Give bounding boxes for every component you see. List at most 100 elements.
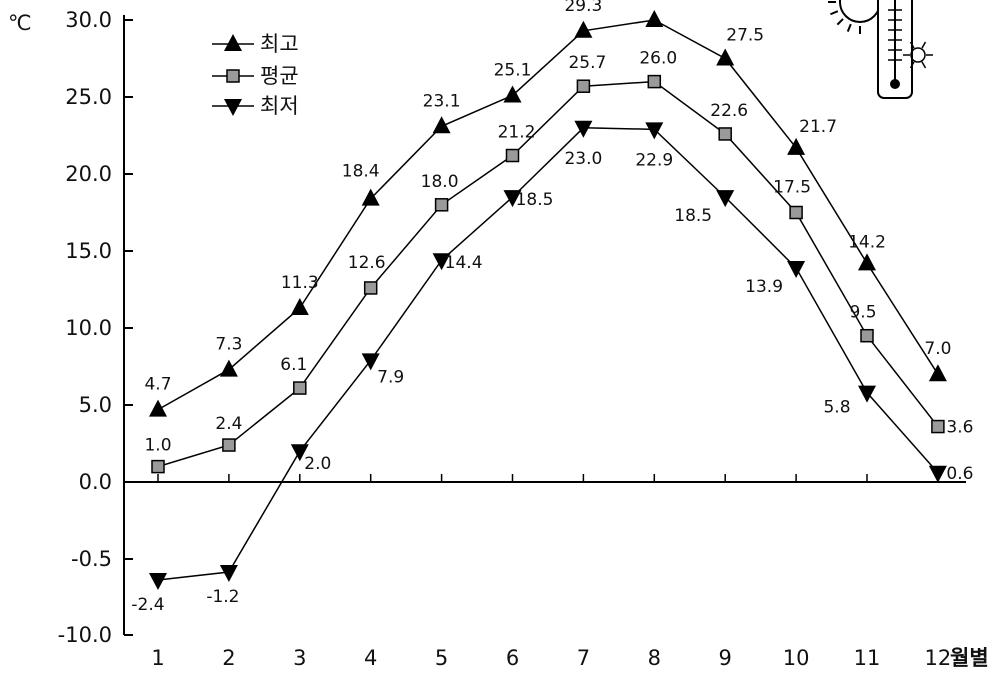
y-tick-label: 25.0 — [65, 85, 112, 109]
snowflake-ray — [909, 41, 915, 49]
data-point — [858, 253, 876, 271]
data-label: 4.7 — [144, 375, 171, 395]
data-label: 25.1 — [494, 60, 532, 80]
y-tick-label: 15.0 — [65, 239, 112, 263]
data-label: 22.9 — [635, 150, 673, 170]
data-label: 18.5 — [674, 206, 712, 226]
sun-shape — [839, 0, 881, 23]
x-tick-label: 6 — [506, 646, 519, 670]
data-label: 23.0 — [564, 149, 602, 169]
data-label: 3.6 — [946, 418, 973, 438]
x-tick-label: 10 — [783, 646, 810, 670]
data-point — [503, 85, 522, 103]
data-label: 5.8 — [823, 398, 850, 418]
data-label: 18.5 — [516, 190, 554, 210]
x-tick-label: 7 — [577, 646, 590, 670]
x-tick-label: 1 — [151, 646, 164, 670]
data-point — [647, 74, 662, 89]
y-tick-label: -10.0 — [58, 623, 112, 647]
data-point — [505, 148, 520, 163]
data-label: 7.9 — [377, 367, 404, 387]
series-layer: 4.7 7.3 11.3 18.4 23.1 25.1 29.3 30.0 27.5 21.7 14… — [131, 0, 973, 615]
legend-item: 최저 — [212, 94, 299, 118]
y-axis: 30.0 25.0 20.0 15.0 10.0 5.0 0.0 -0.5 -10.0 — [58, 8, 133, 647]
data-label: 18.4 — [342, 162, 380, 182]
data-point — [645, 122, 664, 140]
data-label: 14.2 — [848, 232, 886, 252]
data-point — [293, 381, 307, 395]
data-point — [363, 281, 378, 295]
data-label: 12.6 — [348, 253, 386, 273]
x-tick-label: 11 — [854, 646, 881, 670]
data-point — [219, 359, 238, 377]
data-point — [789, 205, 803, 220]
sun-ray — [836, 18, 844, 26]
data-point — [576, 79, 591, 93]
data-point — [858, 385, 876, 403]
data-label: 22.6 — [710, 101, 748, 121]
data-label: 21.7 — [799, 117, 837, 137]
data-label: 27.5 — [726, 26, 764, 46]
data-label: 18.0 — [421, 172, 459, 192]
data-point — [503, 190, 522, 208]
data-point — [361, 188, 380, 206]
data-label: 21.2 — [498, 123, 536, 143]
data-point — [645, 10, 664, 27]
legend-label: 평균 — [260, 64, 299, 88]
data-point — [718, 127, 732, 141]
data-label: 14.4 — [445, 253, 483, 273]
data-point — [787, 137, 806, 155]
x-axis-suffix: 월별 — [950, 646, 989, 670]
data-point — [432, 253, 451, 271]
data-label: 17.5 — [773, 178, 811, 198]
unit-label: ℃ — [8, 11, 32, 35]
legend-marker — [224, 34, 242, 51]
snowflake-ray — [921, 41, 927, 49]
data-point — [219, 565, 238, 582]
data-label: 0.6 — [946, 464, 973, 484]
data-point — [928, 465, 947, 483]
data-label: -2.4 — [131, 595, 164, 615]
series-line — [157, 19, 939, 411]
legend-label: 최저 — [260, 94, 299, 118]
data-label: 1.0 — [144, 436, 171, 456]
data-label: 26.0 — [639, 49, 677, 69]
data-point — [149, 399, 167, 417]
sun-ray — [830, 10, 839, 16]
x-tick-label: 12 — [925, 646, 952, 670]
x-tick-label: 9 — [719, 646, 732, 670]
series-line — [157, 127, 939, 581]
sun-ray — [846, 23, 852, 32]
y-tick-label: 30.0 — [65, 8, 112, 32]
data-point — [222, 438, 236, 452]
data-point — [290, 444, 309, 462]
data-point — [716, 190, 735, 208]
legend-item: 최고 — [212, 32, 299, 56]
thermometer-sun-icon — [828, 0, 933, 99]
data-label: 23.1 — [423, 91, 461, 111]
series-line — [157, 80, 939, 468]
snowflake-shape — [910, 47, 926, 63]
x-tick-label: 5 — [435, 646, 448, 670]
data-label: 30.0 — [635, 0, 673, 5]
data-label: 7.0 — [924, 339, 951, 359]
data-point — [928, 364, 947, 382]
data-point — [361, 353, 380, 371]
x-tick-label: 8 — [648, 646, 661, 670]
data-point — [434, 198, 449, 212]
x-tick-label: 4 — [364, 646, 377, 670]
legend-marker — [226, 69, 240, 83]
y-tick-label: 10.0 — [65, 316, 112, 340]
y-tick-label: -0.5 — [71, 547, 112, 571]
data-point — [860, 328, 874, 343]
data-point — [574, 20, 593, 38]
legend-marker — [224, 99, 242, 116]
x-tick-label: 2 — [222, 646, 235, 670]
snowflake-ray — [921, 61, 927, 69]
legend-item: 평균 — [212, 64, 299, 88]
data-point — [290, 297, 309, 315]
series-square: 1.0 2.4 6.1 12.6 18.0 21.2 25.7 26.0 22.6 17.5 9.5… — [144, 49, 973, 474]
